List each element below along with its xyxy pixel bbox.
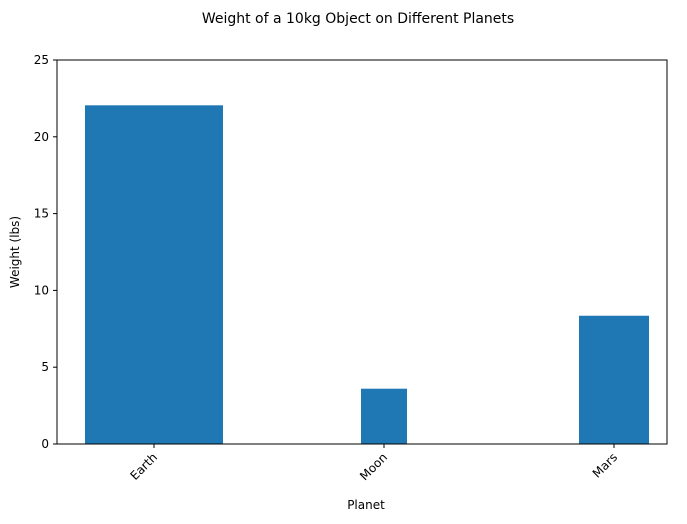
y-tick-label: 10: [34, 283, 49, 297]
bar-mars: [579, 315, 649, 444]
bars-group: [85, 105, 649, 444]
y-axis-ticks: 0 5 10 15 20 25: [34, 53, 57, 451]
y-tick-label: 25: [34, 53, 49, 67]
plot-frame: [56, 59, 668, 445]
x-tick-label-earth: Earth: [127, 450, 160, 483]
x-axis-ticks: Earth Moon Mars: [127, 444, 620, 483]
x-tick-label-moon: Moon: [357, 450, 390, 483]
y-tick-label: 20: [34, 130, 49, 144]
y-tick-label: 5: [41, 360, 49, 374]
bar-earth: [85, 105, 223, 444]
bar-moon: [361, 388, 407, 444]
y-tick-label: 0: [41, 437, 49, 451]
x-axis-label: Planet: [347, 498, 385, 512]
y-tick-label: 15: [34, 207, 49, 221]
chart-title: Weight of a 10kg Object on Different Pla…: [202, 11, 514, 27]
y-axis-label: Weight (lbs): [8, 216, 22, 288]
x-tick-label-mars: Mars: [590, 450, 620, 480]
